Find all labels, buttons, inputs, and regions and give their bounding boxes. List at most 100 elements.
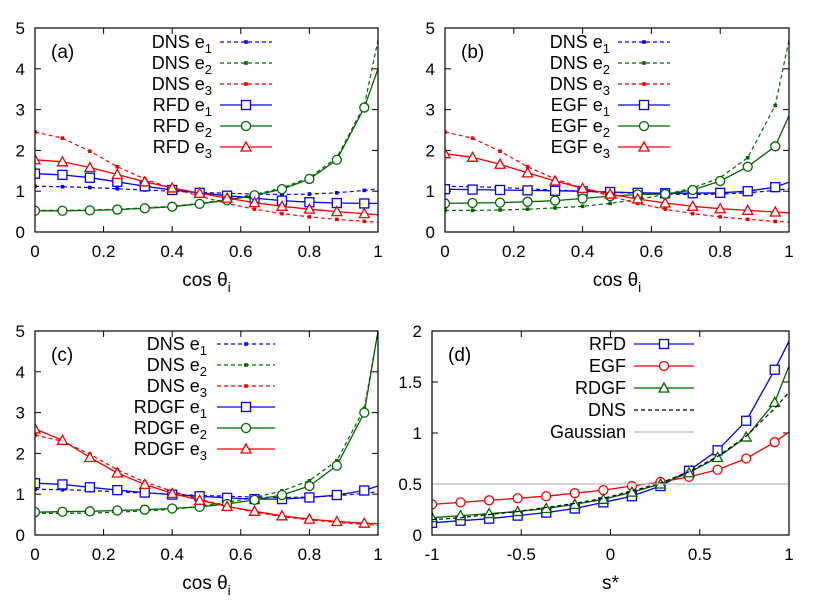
data-point bbox=[84, 172, 96, 183]
data-point bbox=[83, 161, 96, 173]
legend-subscript: 2 bbox=[205, 125, 212, 140]
legend-label: RFD e2 bbox=[153, 116, 212, 140]
legend-name: RDGF bbox=[575, 378, 626, 398]
data-point bbox=[466, 150, 479, 162]
data-point bbox=[88, 149, 92, 154]
data-point bbox=[742, 161, 753, 172]
x-tick-label: 0 bbox=[440, 242, 449, 261]
legend-name: Gaussian bbox=[550, 422, 626, 442]
series-line-2 bbox=[35, 131, 378, 223]
legend-subscript: 3 bbox=[603, 83, 610, 98]
y-tick-label: 1 bbox=[426, 182, 435, 201]
legend-marker bbox=[240, 422, 252, 434]
plot-area bbox=[35, 40, 378, 224]
data-point bbox=[194, 198, 205, 209]
legend-subscript: 1 bbox=[205, 41, 212, 56]
data-point bbox=[608, 201, 612, 206]
data-point bbox=[577, 193, 588, 204]
y-tick-label: 5 bbox=[16, 19, 25, 38]
data-point bbox=[358, 516, 371, 528]
data-point bbox=[541, 491, 552, 502]
legend-marker bbox=[638, 120, 650, 132]
legend-name: EGF e bbox=[551, 137, 603, 157]
data-point bbox=[60, 184, 65, 189]
data-point bbox=[35, 184, 37, 189]
legend-marker bbox=[244, 342, 248, 346]
data-point bbox=[445, 184, 451, 195]
legend-subscript: 1 bbox=[603, 41, 610, 56]
data-point bbox=[467, 197, 478, 209]
legend-subscript: 2 bbox=[200, 427, 207, 442]
data-point bbox=[307, 478, 312, 483]
legend-label: RDGF e3 bbox=[134, 439, 207, 463]
data-point bbox=[138, 175, 151, 187]
x-tick-label: 0.8 bbox=[298, 545, 322, 564]
legend-label: DNS e3 bbox=[152, 74, 212, 98]
y-tick-label: 1.5 bbox=[398, 373, 422, 392]
legend-name: DNS bbox=[588, 400, 626, 420]
data-point bbox=[139, 487, 150, 498]
x-tick-label: 1 bbox=[373, 242, 382, 261]
x-tick-label: 1 bbox=[784, 545, 793, 564]
x-axis-label-subscript: i bbox=[228, 582, 231, 598]
data-point bbox=[687, 184, 698, 196]
legend-label: EGF e1 bbox=[551, 95, 610, 119]
legend-name: RDGF e bbox=[134, 397, 200, 417]
data-point bbox=[525, 207, 530, 211]
y-tick-label: 3 bbox=[16, 404, 25, 423]
legend-subscript: 3 bbox=[200, 448, 207, 463]
series-line-5 bbox=[445, 153, 789, 214]
data-point bbox=[220, 500, 234, 512]
data-point bbox=[111, 466, 124, 478]
data-point bbox=[445, 208, 447, 213]
data-point bbox=[35, 130, 37, 134]
y-tick-label: 1 bbox=[16, 182, 25, 201]
data-point bbox=[769, 205, 782, 217]
legend-label: DNS e2 bbox=[152, 53, 212, 77]
data-point bbox=[60, 487, 65, 492]
data-point bbox=[166, 181, 179, 193]
legend-name: DNS e bbox=[550, 53, 603, 73]
data-point bbox=[359, 102, 370, 113]
data-point bbox=[742, 186, 753, 197]
data-point bbox=[494, 197, 506, 208]
legend-name: EGF e bbox=[551, 116, 603, 136]
data-point bbox=[57, 506, 68, 517]
data-point bbox=[115, 164, 120, 169]
y-tick-label: 2 bbox=[413, 322, 422, 341]
legend-marker bbox=[638, 99, 650, 111]
x-axis-label: cos θi bbox=[593, 270, 642, 295]
data-point bbox=[193, 186, 206, 198]
legend-name: RFD bbox=[589, 334, 626, 354]
data-point bbox=[331, 154, 342, 165]
y-tick-label: 2 bbox=[16, 141, 25, 160]
x-tick-label: 0.6 bbox=[640, 242, 664, 261]
x-tick-label: -0.5 bbox=[507, 545, 536, 564]
data-point bbox=[167, 503, 178, 514]
y-tick-label: 5 bbox=[426, 19, 435, 38]
legend-label: RDGF bbox=[575, 378, 626, 398]
data-point bbox=[331, 460, 342, 471]
data-point bbox=[359, 198, 370, 209]
data-point bbox=[498, 208, 502, 212]
legend-label: DNS e3 bbox=[550, 74, 610, 98]
legend-marker bbox=[642, 40, 646, 44]
legend-label: DNS e3 bbox=[147, 376, 207, 400]
legend-marker bbox=[657, 381, 671, 393]
data-point bbox=[362, 219, 367, 224]
data-point bbox=[335, 217, 339, 222]
axes-frame bbox=[444, 27, 790, 233]
legend-label: RDGF e2 bbox=[134, 418, 207, 442]
panel-label: (b) bbox=[461, 42, 484, 63]
data-point bbox=[659, 196, 672, 208]
legend-name: DNS e bbox=[550, 32, 603, 52]
x-tick-label: 0.5 bbox=[688, 545, 712, 564]
data-point bbox=[522, 196, 533, 207]
data-point bbox=[741, 453, 752, 464]
data-point bbox=[745, 217, 750, 222]
legend-marker bbox=[658, 360, 670, 372]
panel-label: (c) bbox=[51, 345, 73, 366]
legend-marker bbox=[239, 140, 253, 152]
data-point bbox=[60, 136, 65, 140]
